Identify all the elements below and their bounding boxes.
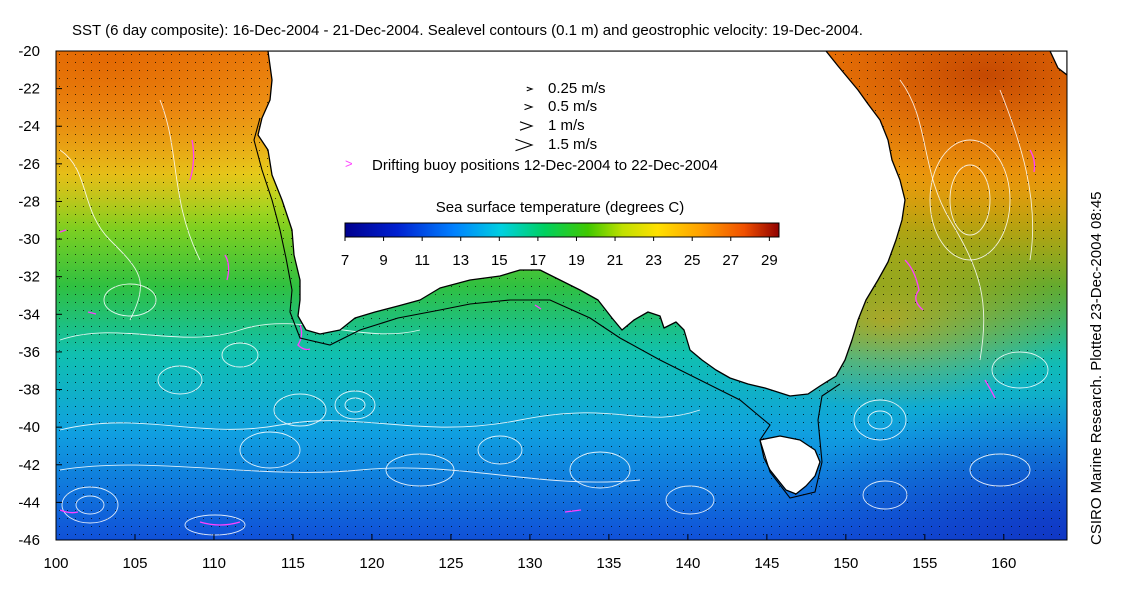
colorbar: Sea surface temperature (degrees C) 7 9 11… <box>341 199 780 269</box>
colorbar-tick-label: 21 <box>607 252 624 269</box>
x-tick-label: 120 <box>359 555 384 572</box>
drifting-buoy-tracks <box>59 139 1036 526</box>
x-tick-label: 145 <box>754 555 779 572</box>
sealevel-contours <box>59 79 1049 536</box>
colorbar-scale <box>344 222 780 238</box>
y-tick-label: -40 <box>18 419 40 436</box>
y-tick-label: -20 <box>18 43 40 60</box>
buoy-legend-label: Drifting buoy positions 12-Dec-2004 to 2… <box>372 157 718 174</box>
colorbar-tick-label: 15 <box>491 252 508 269</box>
x-tick-label: 140 <box>675 555 700 572</box>
y-tick-label: -38 <box>18 382 40 399</box>
y-tick-label: -34 <box>18 306 40 323</box>
y-tick-label: -32 <box>18 269 40 286</box>
colorbar-tick-label: 23 <box>645 252 662 269</box>
y-tick-label: -46 <box>18 532 40 549</box>
velocity-legend-label: 0.25 m/s <box>548 80 606 97</box>
velocity-arrow <box>519 121 534 131</box>
y-tick-label: -44 <box>18 494 40 511</box>
x-tick-label: 115 <box>281 555 305 572</box>
colorbar-title: Sea surface temperature (degrees C) <box>436 199 684 216</box>
colorbar-tick-label: 19 <box>568 252 585 269</box>
x-tick-label: 100 <box>43 555 68 572</box>
velocity-legend-label: 1.5 m/s <box>548 136 597 153</box>
x-tick-label: 135 <box>596 555 621 572</box>
tasmania <box>759 435 821 495</box>
continental-shelf <box>253 117 841 499</box>
x-tick-label: 130 <box>517 555 542 572</box>
colorbar-tick-label: 29 <box>761 252 778 269</box>
velocity-legend-label: 0.5 m/s <box>548 98 597 115</box>
colorbar-tick-label: 7 <box>341 252 349 269</box>
colorbar-tick-label: 13 <box>452 252 469 269</box>
y-tick-label: -24 <box>18 118 40 135</box>
nz-edge <box>1049 51 1067 76</box>
velocity-arrow <box>524 103 534 111</box>
colorbar-ticks: 7 9 11 13 15 17 19 21 23 25 27 29 <box>341 237 778 269</box>
buoy-legend: > Drifting buoy positions 12-Dec-2004 to… <box>345 156 718 174</box>
colorbar-tick-label: 17 <box>530 252 547 269</box>
buoy-legend-marker: > <box>345 156 353 171</box>
x-tick-label: 125 <box>438 555 463 572</box>
velocity-legend-label: 1 m/s <box>548 117 585 134</box>
x-tick-label: 155 <box>912 555 937 572</box>
velocity-arrow <box>515 138 534 152</box>
velocity-arrow <box>526 86 534 92</box>
plot-credit: CSIRO Marine Research. Plotted 23-Dec-20… <box>1088 191 1105 545</box>
x-axis: 100 105 110 115 120 125 130 135 140 145 150 155 160 <box>43 534 1016 572</box>
plot-frame <box>55 50 1068 541</box>
y-tick-label: -36 <box>18 344 40 361</box>
y-tick-label: -28 <box>18 193 40 210</box>
x-tick-label: 110 <box>202 555 226 572</box>
y-tick-label: -42 <box>18 457 40 474</box>
colorbar-tick-label: 11 <box>414 252 430 269</box>
map-plot <box>56 51 1067 540</box>
y-tick-label: -26 <box>18 156 40 173</box>
x-tick-label: 150 <box>833 555 858 572</box>
x-tick-label: 160 <box>991 555 1016 572</box>
colorbar-tick-label: 9 <box>379 252 387 269</box>
velocity-legend: 0.25 m/s0.5 m/s 1 m/s 1.5 m/s <box>515 80 606 153</box>
y-axis: -20 -22 -24 -26 -28 -30 -32 -34 -36 -38 -40 -42 -44 -… <box>18 43 62 549</box>
x-tick-label: 105 <box>122 555 147 572</box>
y-tick-label: -30 <box>18 231 40 248</box>
figure-title: SST (6 day composite): 16-Dec-2004 - 21-… <box>72 22 863 39</box>
colorbar-tick-label: 27 <box>722 252 739 269</box>
colorbar-tick-label: 25 <box>684 252 701 269</box>
y-tick-label: -22 <box>18 81 40 98</box>
